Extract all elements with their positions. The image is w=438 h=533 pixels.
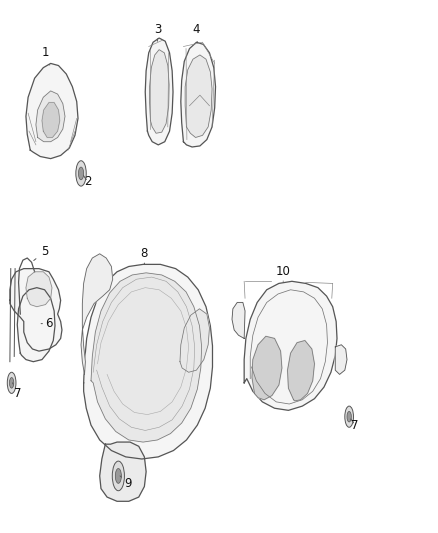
Polygon shape (81, 254, 113, 374)
Circle shape (76, 161, 86, 186)
Circle shape (10, 377, 14, 388)
Polygon shape (181, 42, 215, 147)
Polygon shape (36, 91, 65, 142)
Circle shape (78, 167, 84, 180)
Polygon shape (26, 272, 52, 306)
Polygon shape (252, 336, 282, 400)
Circle shape (7, 372, 16, 393)
Polygon shape (91, 273, 201, 442)
Polygon shape (84, 264, 212, 459)
Circle shape (112, 461, 124, 491)
Text: 6: 6 (41, 317, 53, 330)
Text: 5: 5 (34, 245, 48, 261)
Text: 4: 4 (193, 23, 200, 42)
Polygon shape (180, 309, 209, 372)
Text: 10: 10 (276, 265, 291, 281)
Polygon shape (232, 302, 245, 338)
Polygon shape (287, 341, 314, 401)
Polygon shape (150, 50, 169, 133)
Polygon shape (145, 38, 173, 145)
Text: 7: 7 (13, 383, 21, 400)
Text: 7: 7 (351, 418, 359, 432)
Circle shape (345, 406, 353, 427)
Polygon shape (26, 63, 78, 159)
Circle shape (347, 411, 351, 422)
Polygon shape (10, 269, 62, 351)
Polygon shape (42, 102, 60, 138)
Polygon shape (335, 345, 347, 374)
Text: 9: 9 (120, 476, 132, 490)
Text: 2: 2 (84, 175, 92, 188)
Text: 1: 1 (42, 46, 50, 65)
Text: 8: 8 (141, 247, 148, 264)
Polygon shape (100, 442, 146, 502)
Text: 3: 3 (154, 23, 161, 41)
Polygon shape (185, 55, 212, 138)
Polygon shape (244, 281, 337, 410)
Circle shape (115, 469, 121, 483)
Polygon shape (17, 288, 55, 362)
